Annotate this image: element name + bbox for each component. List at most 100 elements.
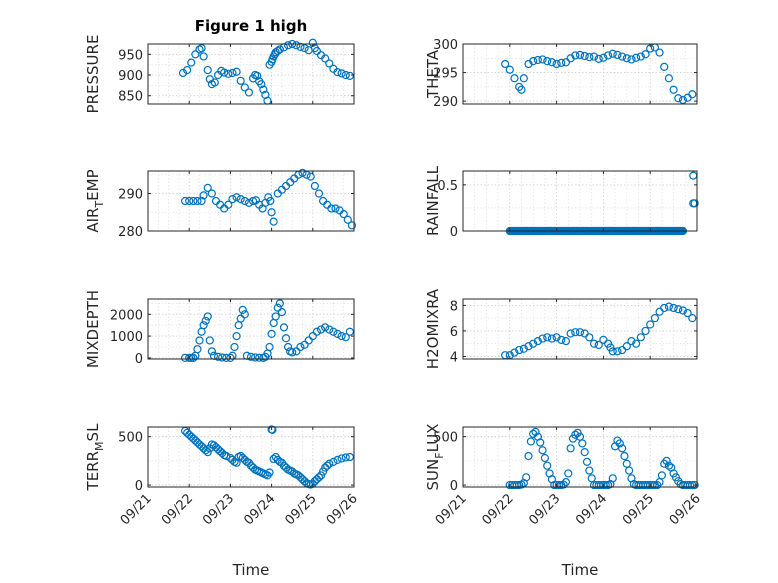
data-point <box>193 345 202 354</box>
data-point <box>312 46 322 56</box>
data-point <box>641 326 650 336</box>
data-point <box>238 305 247 315</box>
data-point <box>236 314 245 323</box>
data-point <box>341 333 350 342</box>
data-point <box>325 459 334 468</box>
data-point <box>203 312 212 321</box>
y-axis-label-part: M <box>93 441 106 451</box>
data-point <box>571 430 580 439</box>
data-point <box>561 337 571 346</box>
y-axis-label: AIRTEMP <box>84 169 106 232</box>
data-point <box>183 65 192 75</box>
data-point <box>333 455 342 465</box>
data-point <box>316 471 326 480</box>
data-point <box>608 49 617 58</box>
data-point <box>207 347 216 356</box>
data-point <box>246 352 256 361</box>
data-point <box>306 172 315 181</box>
data-point <box>657 471 667 480</box>
data-point <box>292 41 301 50</box>
data-point <box>625 466 634 475</box>
data-point <box>203 448 212 457</box>
y-tick-label: 6 <box>450 325 458 340</box>
data-point <box>333 329 342 339</box>
data-point <box>232 331 241 341</box>
data-point <box>199 321 208 330</box>
data-point <box>314 189 324 198</box>
axes-background <box>148 171 354 231</box>
data-point <box>524 451 533 461</box>
y-axis-label: SUNFLUX <box>424 424 446 491</box>
data-point <box>300 340 309 349</box>
data-point <box>199 191 208 200</box>
data-point <box>197 196 206 206</box>
y-axis-label-part: TERR <box>84 451 102 492</box>
data-point <box>277 307 286 317</box>
data-point <box>232 67 241 76</box>
subplot-6: 4 6 8 H2OMIXRA <box>424 288 698 369</box>
data-point <box>531 427 540 436</box>
data-point <box>275 45 284 54</box>
data-point <box>575 328 585 337</box>
data-point <box>561 58 571 67</box>
y-tick-label: 0 <box>450 225 458 240</box>
axes-box <box>462 426 698 488</box>
data-point <box>594 54 603 63</box>
data-point <box>341 453 350 462</box>
y-tick-label: 295 <box>433 67 458 82</box>
data-point <box>255 353 264 362</box>
data-point <box>180 353 190 363</box>
data-point <box>580 51 589 61</box>
subplot-5: 0 1000 2000 MIXDEPTH <box>84 290 355 368</box>
data-point <box>207 189 216 198</box>
data-point <box>571 51 580 60</box>
data-point <box>608 474 617 483</box>
axes-background <box>463 171 697 231</box>
data-point <box>669 303 678 313</box>
data-point <box>310 181 319 191</box>
y-axis-label-part: F <box>433 452 446 458</box>
y-tick-label: 0.5 <box>437 179 458 194</box>
data-point <box>329 327 338 336</box>
data-point <box>236 76 245 85</box>
data-point <box>646 320 655 329</box>
data-point <box>230 342 239 352</box>
data-point <box>650 314 659 323</box>
data-point <box>191 50 200 59</box>
data-point <box>180 196 190 206</box>
data-point <box>688 314 697 323</box>
data-point <box>273 303 282 312</box>
data-point <box>524 342 533 351</box>
data-point <box>314 473 324 482</box>
data-point <box>232 193 241 202</box>
data-point <box>501 59 510 69</box>
data-point <box>655 48 664 57</box>
data-point <box>259 85 268 94</box>
y-tick-label: 300 <box>433 38 458 53</box>
data-point <box>341 70 350 80</box>
data-point <box>557 335 566 344</box>
data-point <box>185 196 194 206</box>
data-point <box>213 352 223 361</box>
data-point <box>529 339 538 348</box>
data-point <box>599 53 608 62</box>
data-point <box>298 168 307 177</box>
data-point <box>226 353 235 363</box>
data-point <box>288 348 297 357</box>
data-point <box>321 323 330 332</box>
data-point <box>615 439 624 448</box>
data-point <box>267 329 276 339</box>
data-point <box>505 65 514 74</box>
data-point <box>632 53 641 62</box>
data-point <box>613 50 622 59</box>
data-point <box>674 94 683 103</box>
data-point <box>566 329 575 338</box>
data-point <box>345 327 354 336</box>
data-point <box>536 438 545 447</box>
data-point <box>323 461 332 470</box>
data-point <box>533 55 542 65</box>
data-point <box>296 342 305 352</box>
data-point <box>594 340 603 350</box>
data-point <box>343 215 352 224</box>
